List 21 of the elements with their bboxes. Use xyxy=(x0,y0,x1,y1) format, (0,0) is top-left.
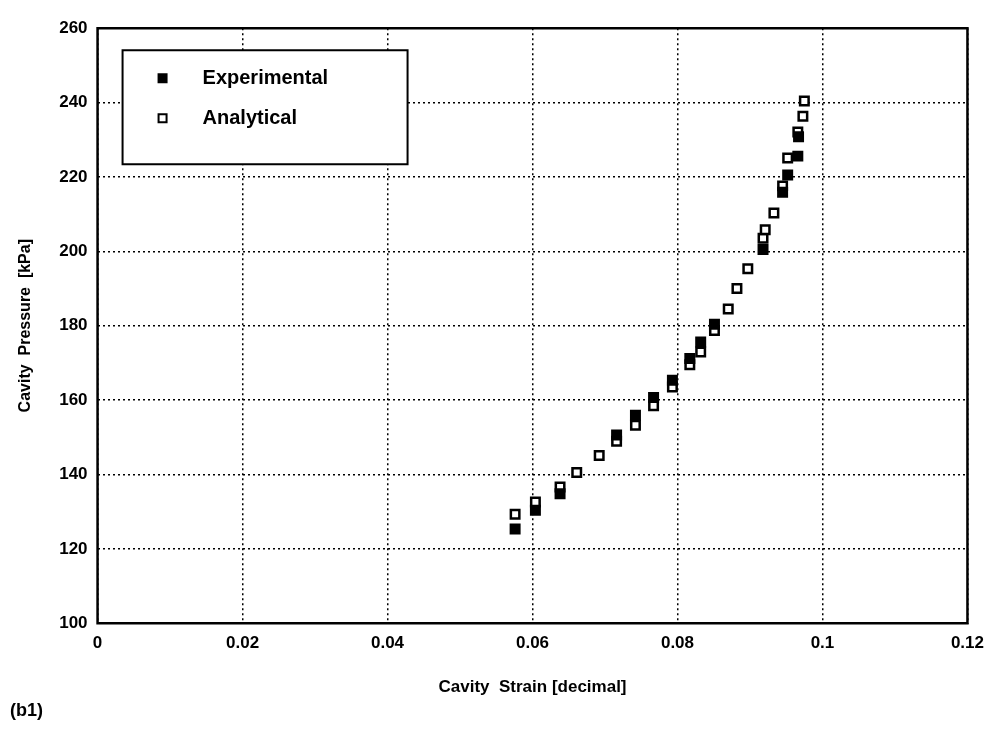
x-tick-label: 0.02 xyxy=(226,633,260,653)
y-tick-label: 260 xyxy=(59,17,88,37)
y-axis-title: Cavity Pressure [kPa] xyxy=(16,238,34,413)
text: (b1) xyxy=(10,699,43,720)
x-tick-label: 0.12 xyxy=(950,633,984,653)
y-tick-label: 140 xyxy=(59,464,88,484)
legend-label: Analytical xyxy=(202,105,298,128)
y-tick-label: 120 xyxy=(59,538,88,558)
legend-label: Experimental xyxy=(202,65,329,88)
y-tick-label: 180 xyxy=(59,315,88,335)
y-tick-label: 220 xyxy=(59,166,88,186)
y-tick-label: 200 xyxy=(59,241,88,261)
y-tick-label: 160 xyxy=(59,389,88,409)
x-tick-label: 0 xyxy=(92,633,103,653)
y-tick-label: 100 xyxy=(59,612,88,632)
x-tick-label: 0.1 xyxy=(810,633,835,653)
x-tick-label: 0.04 xyxy=(370,633,405,653)
x-tick-label: 0.08 xyxy=(660,633,695,653)
y-tick-label: 240 xyxy=(59,92,88,112)
x-tick-label: 0.06 xyxy=(515,633,550,653)
x-axis-title: Cavity Strain [decimal] xyxy=(438,677,627,697)
